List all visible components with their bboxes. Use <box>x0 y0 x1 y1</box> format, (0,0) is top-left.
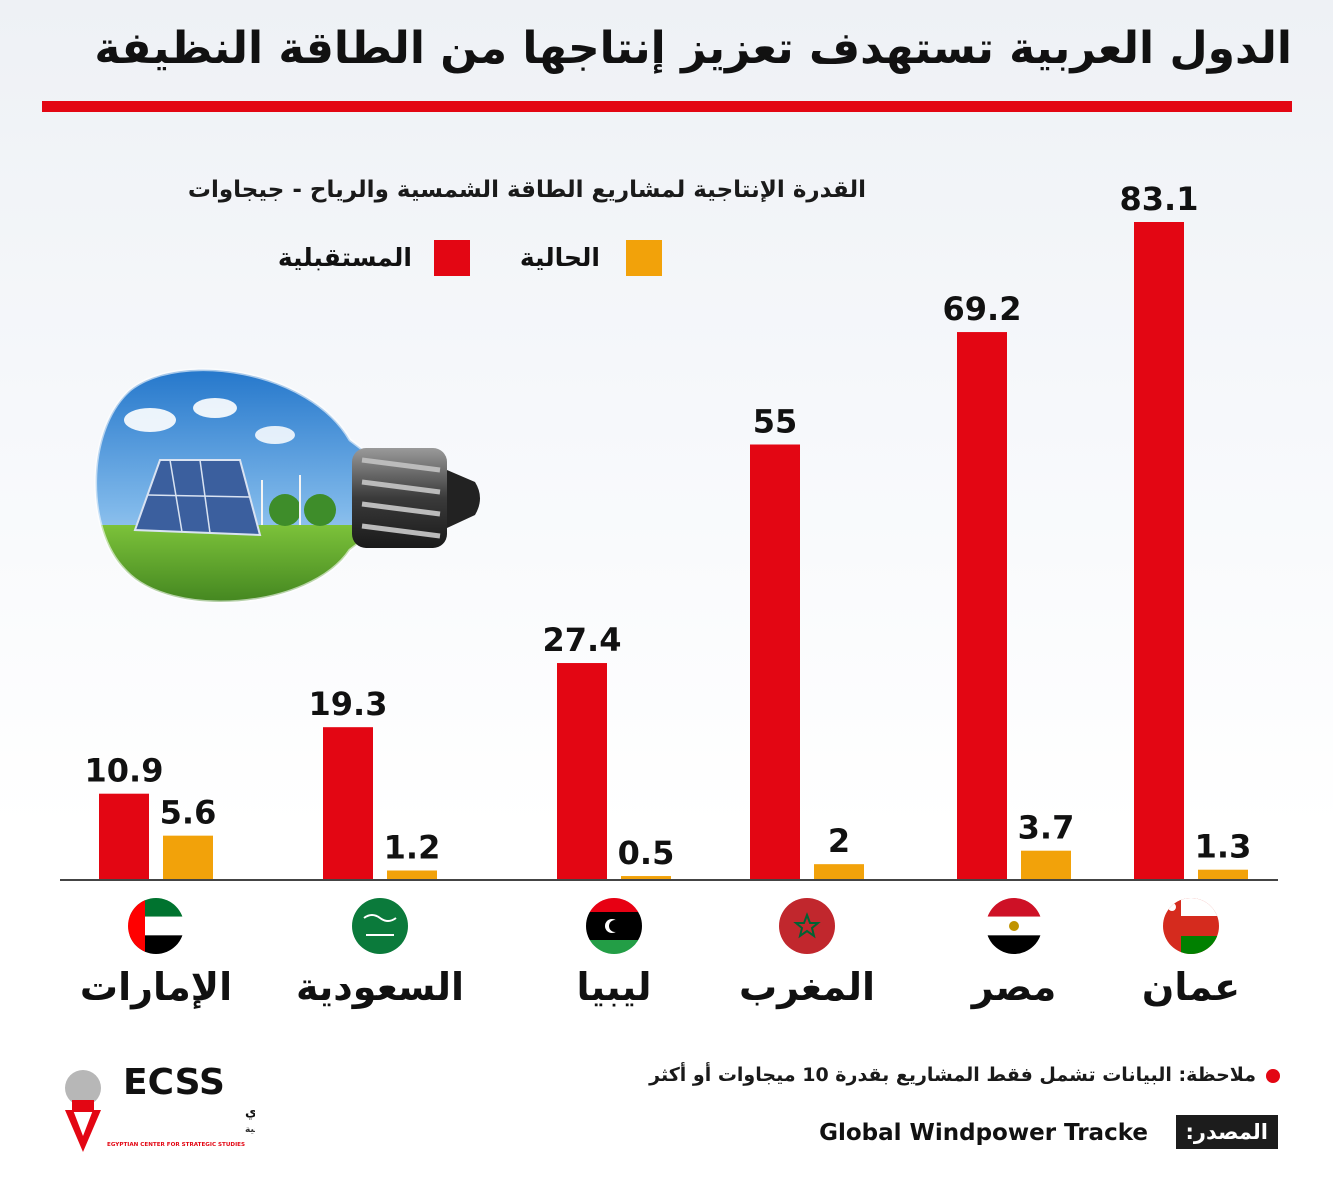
logo-sub-ar: للفكر والدراسات الاستراتيجية <box>245 1125 255 1135</box>
bar-current <box>814 864 864 880</box>
logo-abbr: ECSS <box>123 1062 225 1103</box>
bar-future <box>1134 222 1184 880</box>
libya-flag-icon <box>586 898 642 954</box>
egypt-flag-icon <box>986 898 1042 954</box>
source-line: Global Windpower Tracke المصدر: <box>718 1115 1278 1151</box>
saudi-flag-icon <box>352 898 408 954</box>
bar-current <box>1198 869 1248 880</box>
data-label-current: 5.6 <box>160 794 217 832</box>
ecss-logo: ECSS المركز المصري للفكر والدراسات الاست… <box>65 1062 255 1152</box>
category-label: السعودية <box>296 965 464 1009</box>
logo-en: EGYPTIAN CENTER FOR STRATEGIC STUDIES <box>107 1142 245 1148</box>
bar-chart: 83.1 1.3 69.2 3.7 55 2 27.4 0.5 19.3 1.2 10.9 5.6 ع… <box>60 180 1278 1009</box>
note-bullet <box>1266 1068 1280 1083</box>
bar-current <box>1021 850 1071 880</box>
category-label: ليبيا <box>576 965 651 1009</box>
data-label-future: 69.2 <box>943 290 1022 328</box>
data-label-current: 1.2 <box>384 828 441 866</box>
uae-flag-icon <box>128 898 184 954</box>
source-label: المصدر: <box>1175 1115 1278 1149</box>
legend-item-current: الحالية <box>502 236 662 280</box>
category-label: الإمارات <box>80 965 232 1009</box>
data-label-future: 55 <box>753 403 798 441</box>
data-label-current: 0.5 <box>618 834 675 872</box>
logo-name-ar: المركز المصري <box>245 1105 255 1120</box>
lightbulb-illustration <box>94 368 480 604</box>
legend-swatch-current <box>626 240 662 276</box>
category-label: مصر <box>970 965 1057 1009</box>
category-label: المغرب <box>739 965 875 1009</box>
oman-flag-icon <box>1163 898 1219 954</box>
category-label: عمان <box>1142 965 1240 1009</box>
data-label-future: 19.3 <box>309 685 388 723</box>
data-label-future: 27.4 <box>543 621 622 659</box>
chart-subtitle: القدرة الإنتاجية لمشاريع الطاقة الشمسية … <box>187 177 866 203</box>
footnote: ملاحظة: البيانات تشمل فقط المشاريع بقدرة… <box>560 1058 1280 1092</box>
bar-future <box>557 663 607 880</box>
legend-swatch-future <box>434 240 470 276</box>
bar-future <box>957 332 1007 880</box>
bar-current <box>163 835 213 880</box>
legend-label-current: الحالية <box>519 243 600 272</box>
bar-future <box>99 793 149 880</box>
bar-current <box>387 870 437 880</box>
legend-item-future: المستقبلية <box>240 236 470 280</box>
chart-legend: المستقبلية الحالية <box>240 236 670 280</box>
note-text: ملاحظة: البيانات تشمل فقط المشاريع بقدرة… <box>649 1064 1256 1086</box>
source-text: Global Windpower Tracke <box>819 1120 1148 1146</box>
bar-future <box>323 727 373 880</box>
data-label-future: 10.9 <box>85 752 164 790</box>
bar-current <box>621 876 671 880</box>
data-label-future: 83.1 <box>1120 180 1199 218</box>
bar-future <box>750 444 800 880</box>
globe-icon <box>65 1070 101 1106</box>
title-divider <box>42 101 1292 112</box>
page-title: الدول العربية تستهدف تعزيز إنتاجها من ال… <box>94 23 1292 74</box>
morocco-flag-icon <box>779 898 835 954</box>
data-label-current: 2 <box>828 822 850 860</box>
data-label-current: 1.3 <box>1195 828 1252 866</box>
data-label-current: 3.7 <box>1018 809 1075 847</box>
legend-label-future: المستقبلية <box>277 243 412 272</box>
